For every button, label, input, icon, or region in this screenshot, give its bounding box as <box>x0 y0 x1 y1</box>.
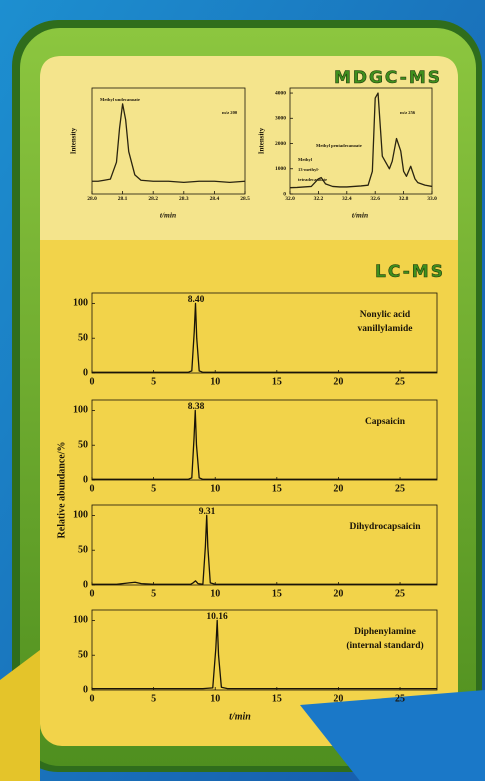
annotation: 13-methyl- <box>298 167 320 172</box>
plot-frame <box>289 87 433 195</box>
x-tick-label: 20 <box>333 376 343 387</box>
y-tick-label: 1000 <box>275 166 286 172</box>
y-tick-label: 100 <box>73 298 88 309</box>
x-tick-label: 32.0 <box>285 196 295 202</box>
plot-frame <box>91 87 246 195</box>
x-tick-label: 0 <box>90 483 95 494</box>
y-tick-label: 100 <box>73 405 88 416</box>
x-tick-label: 15 <box>272 483 282 494</box>
x-tick-label: 10 <box>210 376 220 387</box>
chromatogram-line <box>92 514 437 585</box>
annotation: 10.16 <box>206 612 228 622</box>
x-tick-label: 20 <box>333 693 343 704</box>
y-tick-label: 50 <box>78 333 88 344</box>
x-tick-label: 15 <box>272 693 282 704</box>
x-tick-label: 28.4 <box>210 196 220 202</box>
x-tick-label: 10 <box>210 483 220 494</box>
annotation: 8.40 <box>188 295 205 305</box>
x-tick-label: 28.3 <box>179 196 189 202</box>
annotation: Methyl <box>298 157 313 162</box>
annotation: vanillylamide <box>358 324 413 334</box>
plot-frame <box>91 609 438 691</box>
x-tick-label: 0 <box>90 376 95 387</box>
y-tick-label: 50 <box>78 650 88 661</box>
x-tick-label: 25 <box>395 376 405 387</box>
annotation: 8.38 <box>188 402 205 412</box>
chromatogram-line <box>92 409 437 480</box>
y-tick-label: 2000 <box>275 141 286 147</box>
x-tick-label: 32.6 <box>370 196 380 202</box>
section-title: LC-MS <box>375 262 445 282</box>
annotation: m/z 200 <box>222 110 238 115</box>
plot-frame <box>91 399 438 481</box>
x-tick-label: 28.0 <box>87 196 97 202</box>
y-tick-label: 0 <box>83 579 88 590</box>
annotation: Dihydrocapsaicin <box>349 522 421 532</box>
x-tick-label: 20 <box>333 483 343 494</box>
x-tick-label: 28.5 <box>240 196 250 202</box>
x-tick-label: 0 <box>90 588 95 599</box>
x-tick-label: 15 <box>272 376 282 387</box>
x-tick-label: 5 <box>151 588 156 599</box>
chromatogram-line <box>92 619 437 690</box>
x-tick-label: 25 <box>395 693 405 704</box>
y-tick-label: 0 <box>83 474 88 485</box>
y-tick-label: 0 <box>83 684 88 695</box>
x-tick-label: 10 <box>210 693 220 704</box>
corner <box>0 650 40 781</box>
section-title: MDGC-MS <box>334 68 442 88</box>
chromatogram-line <box>289 92 433 189</box>
plot-frame <box>91 292 438 374</box>
y-tick-label: 0 <box>83 367 88 378</box>
y-axis-label: Relative abundance/% <box>56 442 67 539</box>
plot-frame <box>91 504 438 586</box>
y-axis-label: Intensity <box>258 127 266 154</box>
y-tick-label: 50 <box>78 545 88 556</box>
annotation: Diphenylamine <box>354 627 416 637</box>
annotation: m/z 256 <box>400 110 416 115</box>
x-tick-label: 0 <box>90 693 95 704</box>
x-axis-label: t/min <box>229 711 251 722</box>
x-tick-label: 5 <box>151 483 156 494</box>
x-tick-label: 33.0 <box>427 196 437 202</box>
y-axis-label: Intensity <box>70 127 78 154</box>
y-tick-label: 0 <box>283 191 286 197</box>
x-axis-label: t/min <box>160 211 176 220</box>
x-tick-label: 32.8 <box>399 196 409 202</box>
x-tick-label: 25 <box>395 588 405 599</box>
y-tick-label: 100 <box>73 615 88 626</box>
annotation: Nonylic acid <box>360 310 411 320</box>
x-tick-label: 5 <box>151 376 156 387</box>
annotation: Methyl pentadecanoate <box>316 143 362 148</box>
x-tick-label: 32.2 <box>314 196 324 202</box>
chromatogram-line <box>92 103 246 183</box>
y-tick-label: 50 <box>78 440 88 451</box>
annotation: Methyl undecanoate <box>100 97 140 102</box>
x-tick-label: 28.1 <box>118 196 128 202</box>
x-tick-label: 28.2 <box>148 196 158 202</box>
chromatogram-line <box>92 302 437 373</box>
annotation: tetradecanoate <box>298 177 327 182</box>
x-tick-label: 10 <box>210 588 220 599</box>
y-tick-label: 3000 <box>275 116 286 122</box>
wave <box>300 690 485 781</box>
annotation: (internal standard) <box>346 640 423 651</box>
annotation: 9.31 <box>199 507 216 517</box>
x-tick-label: 5 <box>151 693 156 704</box>
x-tick-label: 25 <box>395 483 405 494</box>
y-tick-label: 100 <box>73 510 88 521</box>
x-axis-label: t/min <box>352 211 368 220</box>
annotation: Capsaicin <box>365 417 406 427</box>
x-tick-label: 15 <box>272 588 282 599</box>
x-tick-label: 20 <box>333 588 343 599</box>
y-tick-label: 4000 <box>275 90 286 96</box>
x-tick-label: 32.4 <box>342 196 352 202</box>
